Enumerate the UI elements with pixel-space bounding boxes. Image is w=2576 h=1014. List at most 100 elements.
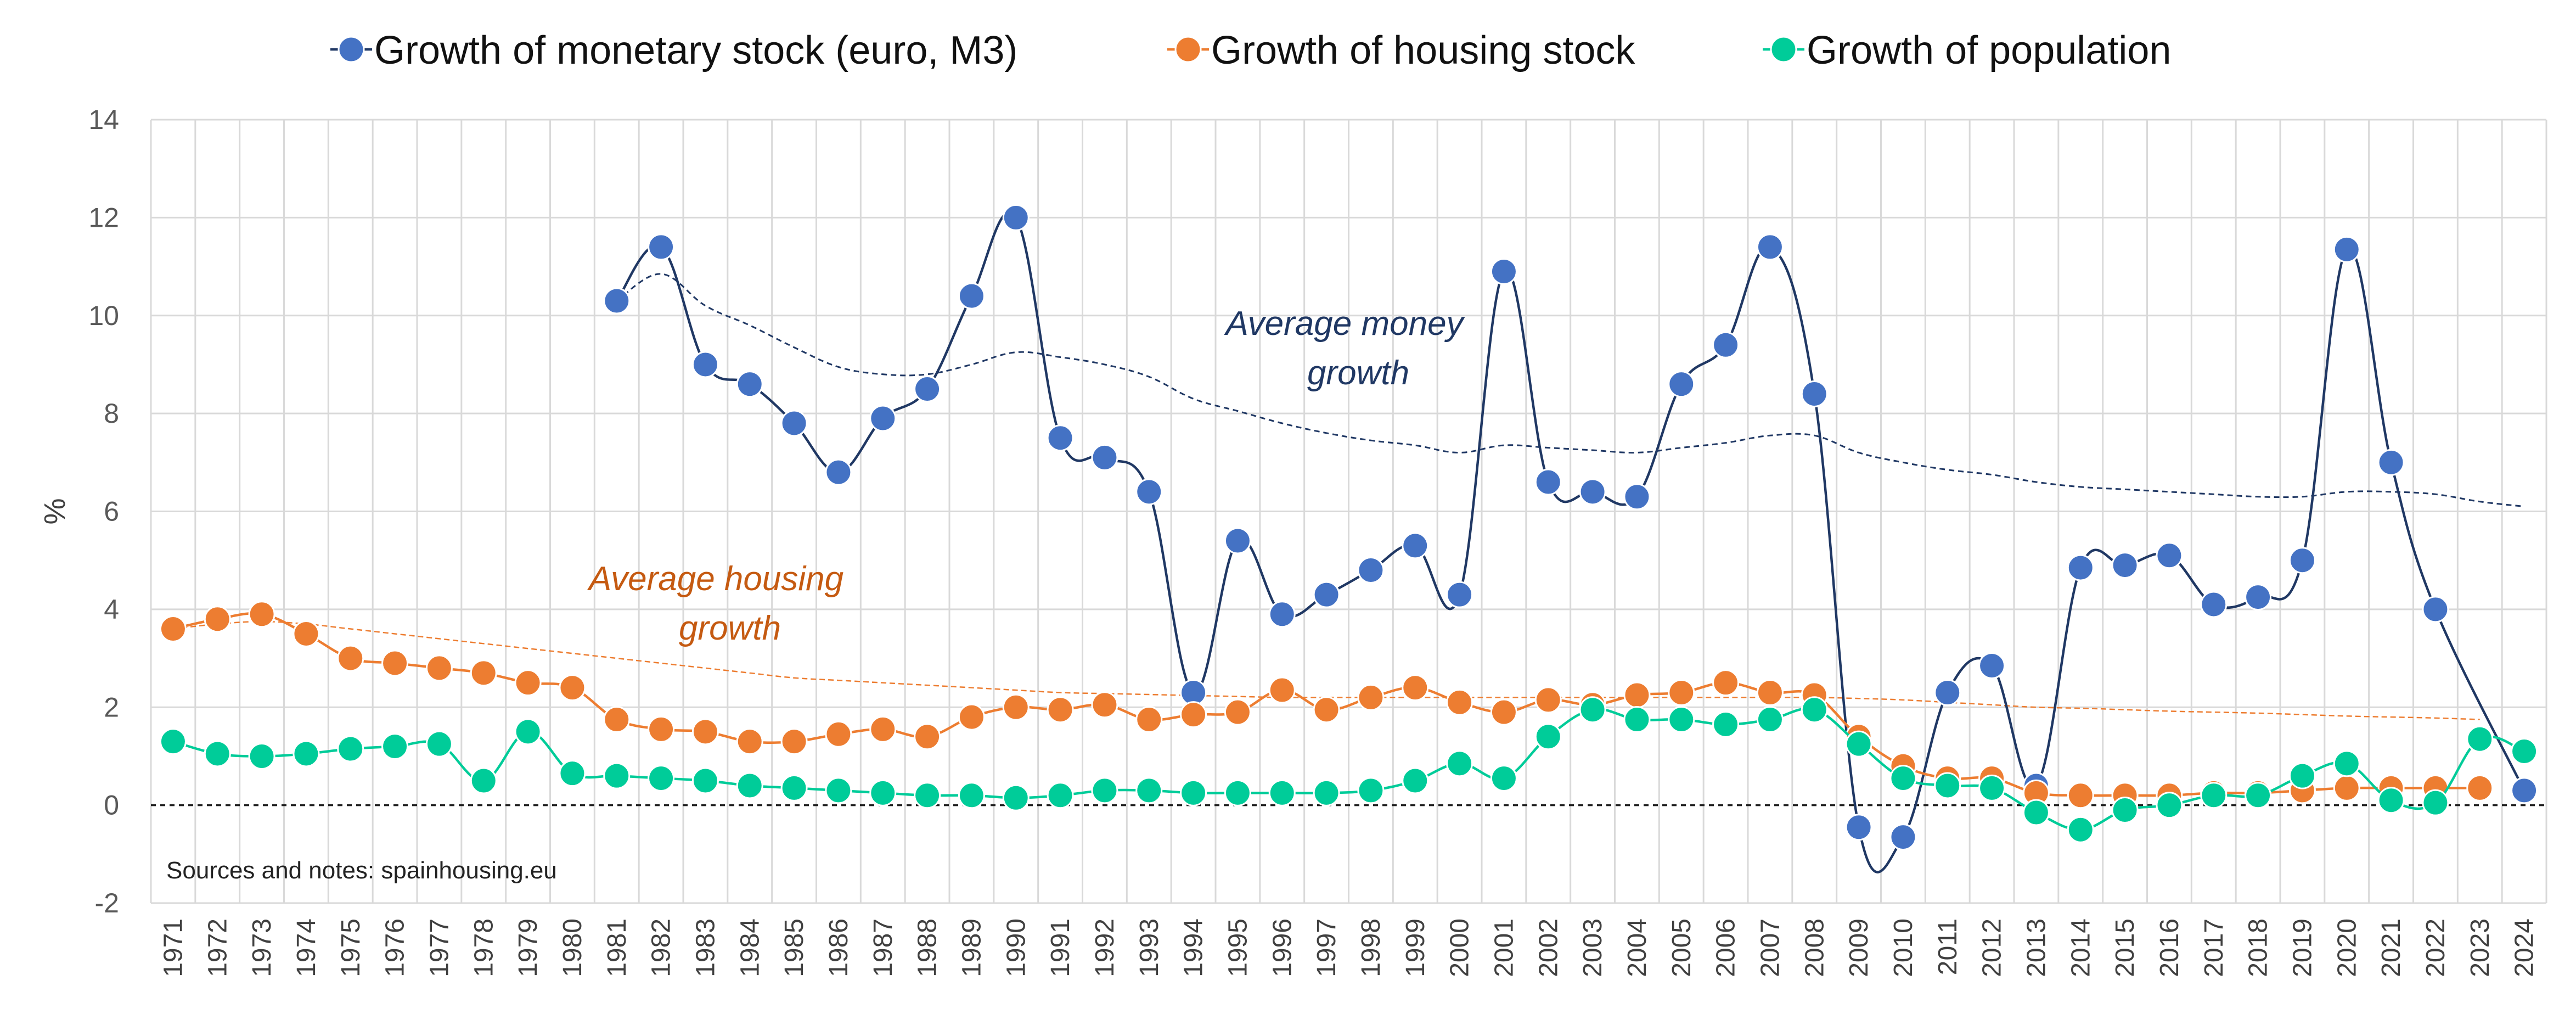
data-point [514, 718, 542, 746]
data-point [2511, 777, 2538, 804]
data-point [1002, 204, 1030, 231]
data-point [2377, 787, 2405, 814]
data-point [1357, 684, 1385, 711]
data-point [2156, 792, 2183, 819]
data-point [1446, 688, 1473, 716]
data-point [1756, 233, 1784, 261]
x-tick-label: 1994 [1179, 918, 1208, 977]
data-point [2156, 542, 2183, 569]
data-point [2377, 449, 2405, 476]
data-point [869, 715, 897, 743]
data-point [248, 601, 275, 628]
data-point [2245, 782, 2272, 809]
x-tick-label: 2014 [2066, 918, 2095, 977]
x-tick-label: 2000 [1446, 918, 1475, 977]
data-point [2422, 789, 2449, 816]
x-tick-label: 1998 [1357, 918, 1386, 977]
x-tick-label: 2024 [2510, 918, 2539, 977]
data-point [2422, 596, 2449, 623]
data-point [1623, 483, 1651, 511]
x-tick-label: 1989 [957, 918, 986, 977]
data-point [2067, 554, 2094, 581]
data-point [381, 733, 409, 760]
data-point [1712, 331, 1740, 358]
y-tick-label: 6 [104, 496, 119, 527]
data-point [603, 762, 631, 789]
data-point [2333, 750, 2360, 777]
data-point [1668, 679, 1695, 706]
legend-marker [338, 36, 365, 63]
data-point [780, 774, 808, 802]
data-point [1047, 696, 1074, 724]
data-point [1268, 601, 1296, 628]
data-point [1224, 698, 1251, 726]
data-point [2111, 552, 2139, 579]
data-point [603, 287, 631, 315]
data-point [825, 720, 852, 748]
x-tick-label: 1978 [469, 918, 498, 977]
data-point [1091, 691, 1118, 719]
x-tick-label: 1985 [780, 918, 809, 977]
data-point [1091, 777, 1118, 804]
data-point [1402, 767, 1429, 794]
data-point [691, 767, 719, 794]
y-tick-label: 4 [104, 594, 119, 625]
data-point [1623, 706, 1651, 733]
data-point [381, 649, 409, 677]
legend-item: Growth of housing stock [1167, 29, 1635, 72]
data-point [293, 740, 320, 767]
x-tick-label: 1980 [558, 918, 587, 977]
trend-lines [173, 273, 2524, 720]
data-point [514, 669, 542, 697]
series-group [159, 204, 2538, 873]
series-housing [159, 601, 2494, 809]
y-tick-label: 2 [104, 692, 119, 722]
x-tick-label: 1979 [514, 918, 543, 977]
y-tick-label: 12 [88, 202, 119, 233]
data-point [1180, 779, 1207, 806]
data-point [1668, 706, 1695, 733]
legend-marker [1174, 36, 1202, 63]
data-point [780, 410, 808, 437]
x-tick-label: 2021 [2377, 918, 2406, 977]
x-tick-label: 2022 [2421, 918, 2450, 977]
data-point [2288, 547, 2316, 574]
data-point [1712, 710, 1740, 738]
y-tick-label: 0 [104, 790, 119, 821]
data-point [2466, 725, 2494, 753]
data-point [159, 615, 187, 643]
data-point [736, 728, 763, 755]
annotation-text: Average money [1223, 305, 1465, 343]
data-point [337, 645, 364, 672]
data-point [1002, 784, 1030, 811]
data-point [1756, 679, 1784, 706]
data-point [1047, 424, 1074, 452]
data-point [1845, 814, 1872, 841]
data-point [1135, 706, 1163, 733]
data-point [1002, 693, 1030, 721]
data-point [1268, 779, 1296, 806]
data-point [1446, 750, 1473, 777]
data-point [1357, 557, 1385, 584]
data-point [2022, 799, 2050, 826]
x-tick-label: 1996 [1268, 918, 1297, 977]
data-point [2245, 584, 2272, 611]
series-monetary [603, 204, 2538, 873]
data-point [1801, 696, 1828, 724]
x-tick-label: 2001 [1489, 918, 1518, 977]
data-point [1224, 527, 1251, 554]
legend: Growth of monetary stock (euro, M3) Growt… [330, 29, 2171, 72]
y-tick-label: 14 [88, 104, 119, 135]
y-tick-label: 10 [88, 300, 119, 331]
x-tick-label: 1986 [824, 918, 853, 977]
data-point [1756, 706, 1784, 733]
x-tick-label: 1977 [425, 918, 454, 977]
x-tick-label: 1995 [1223, 918, 1252, 977]
x-tick-label: 1987 [869, 918, 898, 977]
y-tick-label: 8 [104, 398, 119, 429]
data-point [1313, 779, 1340, 806]
data-point [1801, 380, 1828, 407]
data-point [1446, 581, 1473, 608]
x-tick-label: 2013 [2022, 918, 2051, 977]
x-tick-label: 1992 [1090, 918, 1120, 977]
